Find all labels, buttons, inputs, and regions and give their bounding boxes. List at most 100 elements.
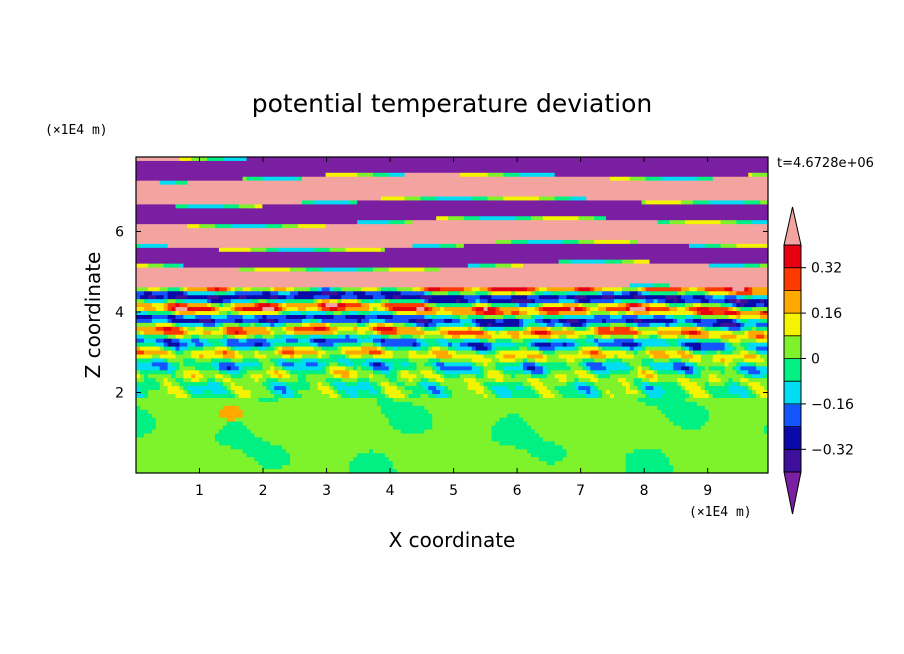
field-cell	[479, 184, 485, 190]
field-cell	[420, 259, 425, 265]
field-cell	[598, 180, 603, 186]
field-cell	[621, 259, 627, 265]
field-cell	[175, 204, 181, 209]
field-cell	[598, 243, 603, 249]
field-cell	[578, 255, 583, 261]
field-cell	[519, 164, 524, 170]
field-cell	[495, 267, 500, 273]
field-cell	[226, 267, 232, 273]
field-cell	[333, 243, 339, 249]
field-cell	[641, 232, 647, 237]
field-cell	[594, 157, 599, 162]
field-cell	[637, 275, 643, 281]
field-cell	[258, 271, 263, 277]
field-cell	[519, 168, 524, 174]
field-cell	[297, 208, 303, 213]
field-cell	[163, 271, 169, 277]
field-cell	[590, 251, 595, 257]
field-cell	[479, 228, 485, 233]
field-cell	[361, 263, 366, 269]
field-cell	[155, 263, 161, 269]
field-cell	[369, 184, 374, 190]
field-cell	[629, 192, 635, 198]
field-cell	[428, 192, 433, 198]
field-cell	[321, 236, 327, 241]
field-cell	[207, 236, 212, 241]
field-cell	[696, 271, 702, 277]
field-cell	[692, 160, 698, 166]
field-cell	[511, 239, 516, 245]
field-cell	[503, 239, 508, 245]
field-cell	[278, 172, 283, 178]
field-cell	[546, 236, 552, 241]
field-cell	[558, 172, 564, 178]
field-cell	[479, 275, 485, 281]
field-cell	[234, 196, 240, 202]
field-cell	[531, 172, 536, 178]
field-cell	[531, 188, 536, 194]
field-cell	[724, 157, 730, 162]
field-cell	[677, 251, 682, 257]
field-cell	[218, 236, 224, 241]
field-cell	[183, 243, 188, 249]
field-cell	[258, 188, 263, 194]
field-cell	[270, 255, 275, 261]
field-cell	[756, 204, 761, 209]
field-cell	[554, 247, 560, 253]
field-cell	[333, 228, 339, 233]
field-cell	[444, 172, 449, 178]
field-cell	[195, 164, 200, 170]
field-cell	[625, 216, 631, 221]
field-cell	[428, 160, 433, 166]
field-cell	[728, 271, 734, 277]
field-cell	[155, 212, 161, 217]
field-cell	[365, 259, 370, 265]
field-cell	[136, 184, 141, 190]
field-cell	[250, 228, 256, 233]
field-cell	[380, 247, 386, 253]
field-cell	[689, 259, 694, 265]
field-cell	[222, 220, 228, 225]
field-cell	[361, 168, 366, 174]
field-cell	[598, 251, 603, 257]
field-cell	[136, 236, 141, 241]
field-cell	[254, 157, 260, 162]
field-cell	[610, 172, 615, 178]
field-cell	[542, 251, 548, 257]
field-cell	[483, 255, 489, 261]
field-cell	[234, 243, 240, 249]
field-cell	[704, 236, 710, 241]
field-cell	[392, 164, 398, 170]
field-cell	[590, 239, 595, 245]
field-cell	[649, 204, 655, 209]
field-cell	[230, 168, 236, 174]
field-cell	[147, 216, 153, 221]
field-cell	[191, 247, 196, 253]
field-cell	[692, 192, 698, 198]
field-cell	[250, 192, 256, 198]
field-cell	[704, 172, 710, 178]
field-cell	[444, 224, 449, 229]
field-cell	[459, 255, 465, 261]
field-cell	[199, 196, 204, 202]
field-cell	[282, 232, 287, 237]
field-cell	[760, 275, 765, 281]
field-cell	[179, 271, 184, 277]
field-cell	[349, 243, 354, 249]
field-cell	[290, 168, 295, 174]
field-cell	[286, 224, 291, 229]
field-cell	[167, 204, 173, 209]
field-cell	[538, 208, 544, 213]
field-cell	[740, 216, 745, 221]
field-cell	[211, 196, 216, 202]
field-cell	[211, 188, 216, 194]
field-cell	[337, 267, 342, 273]
field-cell	[515, 236, 520, 241]
field-cell	[266, 263, 271, 269]
field-cell	[234, 192, 240, 198]
field-cell	[621, 180, 627, 186]
field-cell	[724, 196, 730, 202]
field-cell	[341, 212, 346, 217]
field-cell	[400, 236, 406, 241]
field-cell	[388, 236, 394, 241]
